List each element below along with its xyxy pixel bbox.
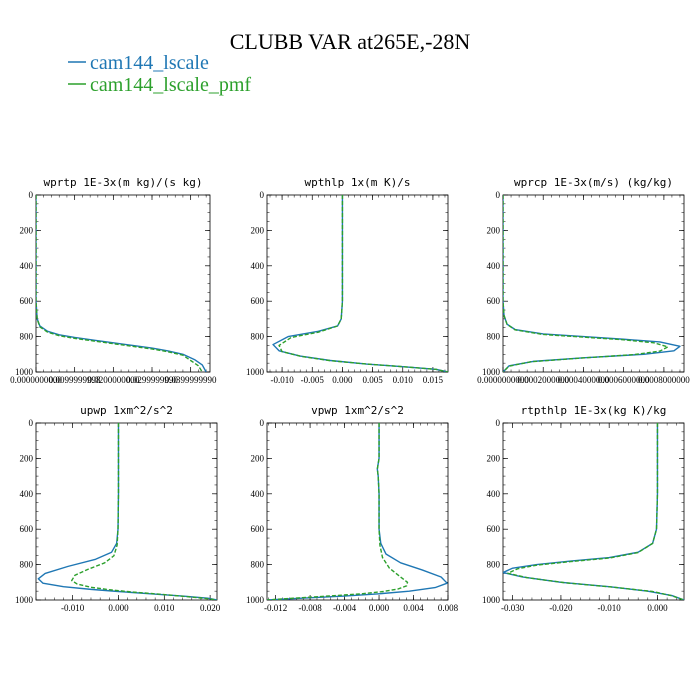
legend-label-lscale-pmf: cam144_lscale_pmf — [90, 74, 251, 96]
x-tick-label: 0.0000000000 — [10, 375, 62, 385]
y-tick-label: 200 — [20, 225, 34, 235]
y-tick-label: 0 — [496, 418, 501, 428]
series-line-vpwp-lscale — [267, 423, 448, 600]
y-tick-label: 400 — [487, 261, 501, 271]
y-tick-label: 0 — [260, 418, 265, 428]
series-line-vpwp-lscale-pmf — [267, 423, 409, 600]
panel-wprtp: wprtp 1E-3x(m kg)/(s kg) 0.00000000000.00… — [10, 176, 217, 385]
legend: cam144_lscale cam144_lscale_pmf — [68, 52, 251, 96]
y-tick-label: 200 — [487, 453, 501, 463]
series-line-wpthlp-lscale-pmf — [278, 195, 448, 372]
y-tick-label: 1000 — [482, 367, 501, 377]
y-tick-label: 600 — [20, 524, 34, 534]
y-tick-label: 400 — [487, 489, 501, 499]
x-tick-label: -0.010 — [270, 375, 294, 385]
panel-vpwp: vpwp 1xm^2/s^2 -0.012 -0.008 -0.004 0.000 0.0… — [246, 404, 459, 613]
x-tick-label: 0.0006000000 — [598, 375, 650, 385]
y-tick-label: 600 — [487, 296, 501, 306]
y-tick-label: 0 — [29, 418, 34, 428]
x-tick-label: -0.005 — [301, 375, 325, 385]
plot-frame-wpthlp — [266, 194, 449, 373]
x-tick-label: 0.004 — [403, 603, 424, 613]
panel-title-wprcp: wprcp 1E-3x(m/s) (kg/kg) — [514, 176, 673, 189]
x-tick-label: 0.000 — [108, 603, 129, 613]
panel-wpthlp: wpthlp 1x(m K)/s -0.010 -0.005 0.000 0.005 0.… — [246, 176, 449, 385]
y-tick-label: 200 — [20, 453, 34, 463]
panel-upwp: upwp 1xm^2/s^2 -0.010 0.000 0.010 0.020 0 200 4… — [15, 404, 221, 613]
y-tick-label: 400 — [20, 489, 34, 499]
y-tick-label: 800 — [251, 332, 265, 342]
y-tick-label: 600 — [251, 296, 265, 306]
x-tick-label: 0.005 — [362, 375, 383, 385]
series-line-rtpthlp-lscale-pmf — [507, 423, 684, 600]
y-tick-label: 0 — [29, 190, 34, 200]
y-tick-label: 200 — [487, 225, 501, 235]
legend-label-lscale: cam144_lscale — [90, 52, 209, 74]
x-tick-label: -0.008 — [298, 603, 322, 613]
series-line-upwp-lscale-pmf — [71, 423, 217, 600]
x-tick-label: 0.0004000000 — [558, 375, 610, 385]
figure-title: CLUBB VAR at265E,-28N — [230, 29, 471, 54]
series-line-wprcp-lscale-pmf — [503, 195, 669, 372]
x-tick-label: 0.000 — [332, 375, 353, 385]
y-tick-label: 400 — [251, 489, 265, 499]
panel-wprcp: wprcp 1E-3x(m/s) (kg/kg)0.00000000000.00… — [477, 176, 690, 385]
series-line-wprcp-lscale — [503, 195, 681, 372]
y-tick-label: 400 — [251, 261, 265, 271]
y-tick-label: 400 — [20, 261, 34, 271]
x-tick-label: -0.030 — [501, 603, 525, 613]
y-tick-label: 600 — [251, 524, 265, 534]
y-tick-label: 1000 — [246, 595, 265, 605]
x-tick-label: 0.0200000000 — [87, 375, 139, 385]
x-tick-label: 0.015 — [423, 375, 444, 385]
x-tick-label: 0.010 — [393, 375, 414, 385]
y-tick-label: 0 — [260, 190, 265, 200]
x-tick-label: -0.020 — [549, 603, 573, 613]
x-tick-label: 0.0008000000 — [638, 375, 690, 385]
x-tick-label: -0.010 — [598, 603, 622, 613]
x-tick-label: 0.000 — [369, 603, 390, 613]
y-tick-label: 800 — [20, 560, 34, 570]
y-tick-label: 1000 — [246, 367, 265, 377]
series-line-wprtp-lscale-pmf — [36, 195, 203, 372]
panel-title-wpthlp: wpthlp 1x(m K)/s — [305, 176, 411, 189]
y-tick-label: 1000 — [15, 367, 34, 377]
panel-title-vpwp: vpwp 1xm^2/s^2 — [311, 404, 404, 417]
x-tick-label: 0.008 — [438, 603, 459, 613]
y-tick-label: 800 — [487, 560, 501, 570]
x-tick-label: 0.0399999990 — [165, 375, 217, 385]
x-tick-label: -0.012 — [264, 603, 287, 613]
panel-title-wprtp: wprtp 1E-3x(m kg)/(s kg) — [44, 176, 203, 189]
series-line-upwp-lscale — [37, 423, 217, 600]
y-tick-label: 800 — [487, 332, 501, 342]
panel-title-upwp: upwp 1xm^2/s^2 — [80, 404, 173, 417]
x-tick-label: 0.0000000000 — [477, 375, 529, 385]
panels: wprtp 1E-3x(m kg)/(s kg)0.00000000000.00… — [10, 176, 690, 613]
series-line-wpthlp-lscale — [272, 195, 448, 372]
x-tick-label: 0.0299999990 — [126, 375, 178, 385]
y-tick-label: 1000 — [15, 595, 34, 605]
x-tick-label: 0.010 — [154, 603, 175, 613]
y-tick-label: 600 — [487, 524, 501, 534]
y-tick-label: 800 — [251, 560, 265, 570]
x-tick-label: 0.020 — [200, 603, 221, 613]
plot-frame-upwp — [35, 422, 218, 601]
y-tick-label: 1000 — [482, 595, 501, 605]
x-tick-label: 0.0099999998 — [49, 375, 101, 385]
x-tick-label: 0.000 — [647, 603, 668, 613]
x-tick-label: -0.010 — [61, 603, 85, 613]
y-tick-label: 600 — [20, 296, 34, 306]
plot-frame-vpwp — [266, 422, 449, 601]
panel-title-rtpthlp: rtpthlp 1E-3x(kg K)/kg — [521, 404, 667, 417]
series-line-wprtp-lscale — [36, 195, 207, 372]
y-tick-label: 200 — [251, 225, 265, 235]
y-tick-label: 200 — [251, 453, 265, 463]
x-tick-label: -0.004 — [333, 603, 357, 613]
plot-frame-wprcp — [502, 194, 685, 373]
y-tick-label: 0 — [496, 190, 501, 200]
panel-rtpthlp: rtpthlp 1E-3x(kg K)/kg -0.030 -0.020 -0.010… — [482, 404, 685, 613]
y-tick-label: 800 — [20, 332, 34, 342]
x-tick-label: 0.0002000000 — [517, 375, 569, 385]
